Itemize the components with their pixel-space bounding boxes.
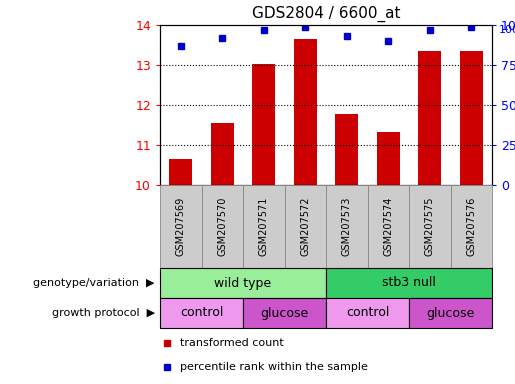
Bar bbox=[294, 39, 317, 185]
Bar bbox=[201, 185, 243, 268]
Text: glucose: glucose bbox=[261, 306, 308, 319]
Text: GSM207575: GSM207575 bbox=[425, 197, 435, 256]
Text: control: control bbox=[180, 306, 223, 319]
Bar bbox=[335, 114, 358, 185]
Text: GSM207569: GSM207569 bbox=[176, 197, 186, 256]
Text: percentile rank within the sample: percentile rank within the sample bbox=[180, 362, 368, 372]
Bar bbox=[243, 185, 284, 268]
Bar bbox=[243, 298, 326, 328]
Bar bbox=[409, 185, 451, 268]
Bar bbox=[418, 51, 441, 185]
Bar bbox=[160, 185, 201, 268]
Bar bbox=[460, 51, 483, 185]
Bar bbox=[377, 132, 400, 185]
Bar bbox=[252, 64, 275, 185]
Text: GSM207574: GSM207574 bbox=[383, 197, 393, 256]
Text: glucose: glucose bbox=[426, 306, 475, 319]
Text: stb3 null: stb3 null bbox=[382, 276, 436, 290]
Bar bbox=[169, 159, 192, 185]
Bar bbox=[284, 185, 326, 268]
Text: transformed count: transformed count bbox=[180, 338, 284, 348]
Text: GSM207570: GSM207570 bbox=[217, 197, 227, 256]
Bar bbox=[160, 298, 243, 328]
Title: GDS2804 / 6600_at: GDS2804 / 6600_at bbox=[252, 6, 400, 22]
Bar bbox=[326, 185, 368, 268]
Text: genotype/variation  ▶: genotype/variation ▶ bbox=[33, 278, 155, 288]
Bar bbox=[160, 268, 326, 298]
Text: GSM207572: GSM207572 bbox=[300, 197, 310, 256]
Text: wild type: wild type bbox=[214, 276, 271, 290]
Text: GSM207573: GSM207573 bbox=[342, 197, 352, 256]
Bar bbox=[211, 123, 234, 185]
Text: 100%: 100% bbox=[499, 25, 515, 35]
Bar bbox=[451, 185, 492, 268]
Text: control: control bbox=[346, 306, 389, 319]
Bar bbox=[368, 185, 409, 268]
Text: GSM207571: GSM207571 bbox=[259, 197, 269, 256]
Bar bbox=[326, 268, 492, 298]
Bar bbox=[409, 298, 492, 328]
Bar bbox=[326, 298, 409, 328]
Text: growth protocol  ▶: growth protocol ▶ bbox=[52, 308, 155, 318]
Text: GSM207576: GSM207576 bbox=[466, 197, 476, 256]
